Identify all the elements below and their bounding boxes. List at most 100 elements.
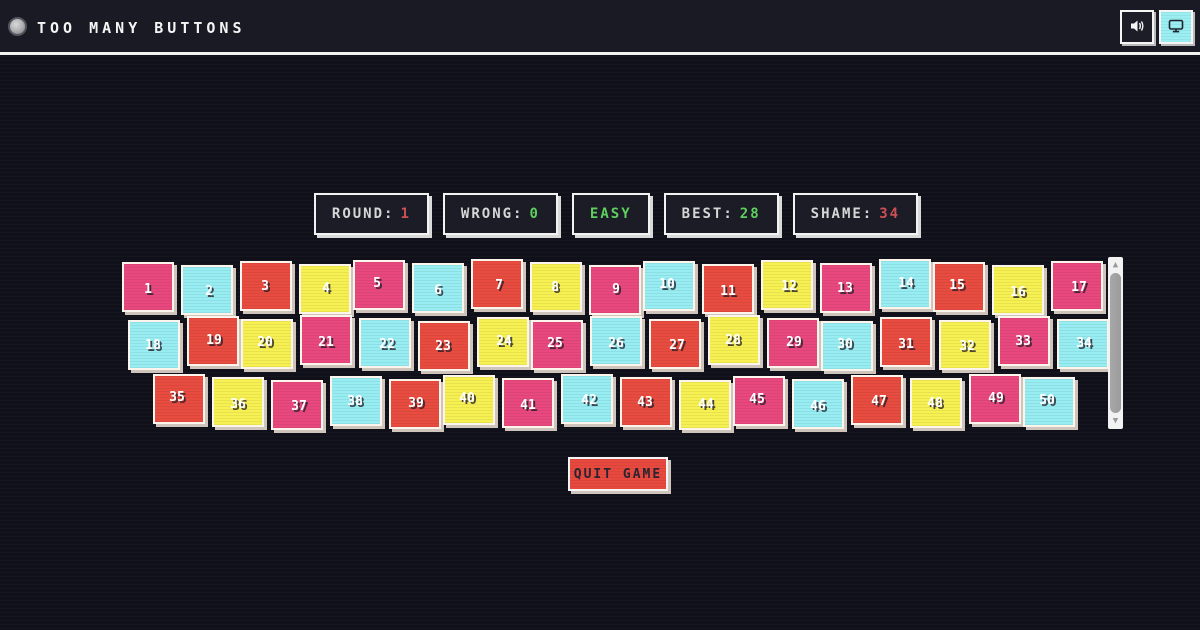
button-number: 11 (720, 283, 736, 299)
button-number: 3 (261, 278, 269, 294)
button-number: 36 (230, 396, 246, 412)
button-number: 46 (810, 398, 826, 414)
number-button-21[interactable]: 21 (300, 315, 352, 365)
button-row-3: 35 36 37 38 39 40 41 42 43 44 45 46 47 48 49 50 (153, 374, 1200, 430)
button-number: 4 (322, 280, 330, 296)
number-button-6[interactable]: 6 (412, 263, 464, 313)
button-number: 5 (373, 275, 381, 291)
scroll-up-arrow-icon[interactable]: ▲ (1112, 260, 1119, 270)
number-button-46[interactable]: 46 (792, 379, 844, 429)
stat-label: WRONG: (460, 206, 524, 222)
stat-label: BEST: (681, 206, 734, 222)
button-number: 34 (1076, 335, 1092, 351)
number-button-7[interactable]: 7 (471, 259, 523, 309)
number-button-23[interactable]: 23 (418, 321, 470, 371)
number-button-42[interactable]: 42 (561, 374, 613, 424)
button-number: 23 (435, 338, 451, 354)
number-button-48[interactable]: 48 (910, 378, 962, 428)
page-title: TOO MANY BUTTONS (37, 19, 246, 37)
number-button-14[interactable]: 14 (879, 259, 931, 309)
button-number: 2 (205, 283, 213, 299)
button-number: 48 (927, 395, 943, 411)
number-button-11[interactable]: 11 (702, 264, 754, 314)
button-number: 40 (459, 390, 475, 406)
number-button-20[interactable]: 20 (241, 319, 293, 369)
number-button-39[interactable]: 39 (389, 379, 441, 429)
scroll-down-arrow-icon[interactable]: ▼ (1112, 416, 1119, 426)
number-button-16[interactable]: 16 (992, 265, 1044, 315)
board-scrollbar[interactable]: ▲ ▼ (1108, 257, 1123, 429)
button-number: 49 (988, 390, 1004, 406)
stat-box-easy: EASY (571, 193, 650, 235)
number-button-44[interactable]: 44 (679, 380, 731, 430)
button-number: 9 (612, 281, 620, 297)
number-button-33[interactable]: 33 (998, 316, 1050, 366)
number-button-22[interactable]: 22 (359, 318, 411, 368)
number-button-2[interactable]: 2 (181, 265, 233, 315)
number-button-18[interactable]: 18 (128, 320, 180, 370)
button-number: 43 (637, 394, 653, 410)
status-indicator-light (8, 17, 27, 36)
button-number: 24 (496, 333, 512, 349)
number-button-5[interactable]: 5 (353, 260, 405, 310)
number-button-13[interactable]: 13 (820, 263, 872, 313)
stat-label: EASY (589, 206, 632, 222)
stat-value: 0 (529, 206, 540, 222)
number-button-9[interactable]: 9 (589, 265, 641, 315)
number-button-28[interactable]: 28 (708, 315, 760, 365)
number-button-41[interactable]: 41 (502, 378, 554, 428)
button-number: 26 (608, 335, 624, 351)
button-number: 31 (898, 336, 914, 352)
number-button-25[interactable]: 25 (531, 320, 583, 370)
button-number: 33 (1015, 333, 1031, 349)
button-number: 1 (144, 281, 152, 297)
number-button-17[interactable]: 17 (1051, 261, 1103, 311)
display-mode-button[interactable] (1159, 10, 1193, 44)
monitor-icon (1167, 17, 1185, 38)
number-button-26[interactable]: 26 (590, 316, 642, 366)
button-number: 38 (347, 393, 363, 409)
button-number: 14 (898, 275, 914, 291)
scrollbar-thumb[interactable] (1110, 273, 1121, 413)
button-number: 15 (949, 277, 965, 293)
number-button-35[interactable]: 35 (153, 374, 205, 424)
number-button-8[interactable]: 8 (530, 262, 582, 312)
stat-box-round: ROUND: 1 (313, 193, 429, 235)
button-number: 22 (379, 336, 395, 352)
stat-box-best: BEST: 28 (663, 193, 779, 235)
button-number: 12 (781, 278, 797, 294)
number-button-32[interactable]: 32 (939, 320, 991, 370)
number-button-30[interactable]: 30 (821, 321, 873, 371)
button-number: 45 (749, 391, 765, 407)
quit-game-button[interactable]: QUIT GAME (568, 457, 668, 491)
button-number: 8 (551, 279, 559, 295)
sound-toggle-button[interactable] (1120, 10, 1154, 44)
number-button-1[interactable]: 1 (122, 262, 174, 312)
number-button-45[interactable]: 45 (733, 376, 785, 426)
button-number: 10 (659, 276, 675, 292)
button-number: 37 (291, 398, 307, 414)
number-button-3[interactable]: 3 (240, 261, 292, 311)
number-button-4[interactable]: 4 (299, 264, 351, 314)
button-number: 18 (145, 337, 161, 353)
number-button-49[interactable]: 49 (969, 374, 1021, 424)
number-button-34[interactable]: 34 (1057, 319, 1109, 369)
number-button-50[interactable]: 50 (1023, 377, 1075, 427)
number-button-15[interactable]: 15 (933, 262, 985, 312)
number-button-37[interactable]: 37 (271, 380, 323, 430)
number-button-40[interactable]: 40 (443, 375, 495, 425)
number-button-36[interactable]: 36 (212, 377, 264, 427)
number-button-38[interactable]: 38 (330, 376, 382, 426)
number-button-12[interactable]: 12 (761, 260, 813, 310)
stat-value: 34 (879, 206, 901, 222)
number-button-47[interactable]: 47 (851, 375, 903, 425)
number-button-24[interactable]: 24 (477, 317, 529, 367)
number-button-43[interactable]: 43 (620, 377, 672, 427)
number-button-19[interactable]: 19 (187, 316, 239, 366)
number-button-31[interactable]: 31 (880, 317, 932, 367)
number-button-10[interactable]: 10 (643, 261, 695, 311)
button-number: 28 (725, 332, 741, 348)
stat-value: 1 (400, 206, 411, 222)
number-button-27[interactable]: 27 (649, 319, 701, 369)
number-button-29[interactable]: 29 (767, 318, 819, 368)
